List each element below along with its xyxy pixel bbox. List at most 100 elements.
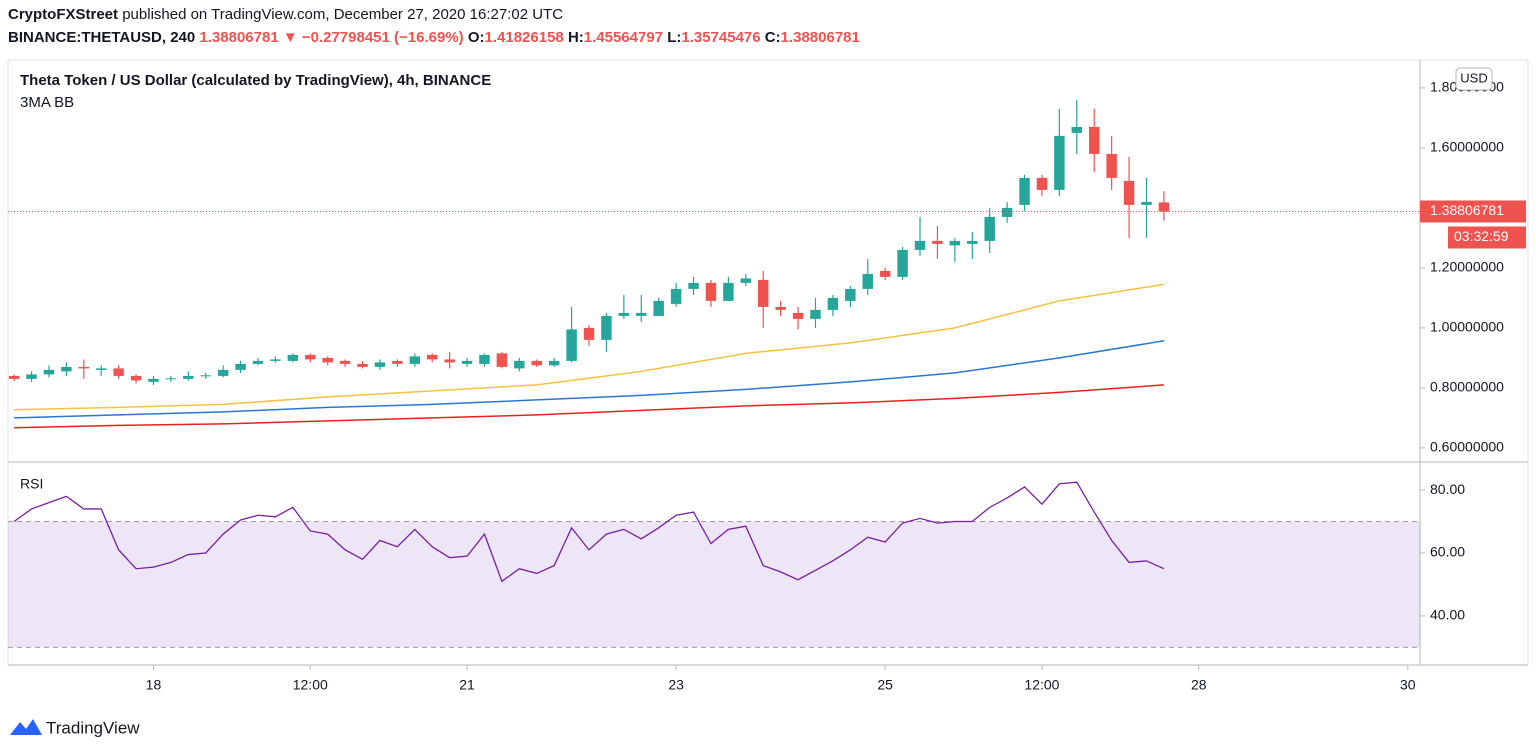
candle-body xyxy=(897,249,908,277)
y-tick-label: 0.60000000 xyxy=(1430,439,1504,455)
countdown-box xyxy=(1448,226,1526,249)
x-tick-label: 21 xyxy=(459,677,475,693)
candle-body xyxy=(322,357,333,363)
candle-body xyxy=(95,368,107,370)
logo: TradingView xyxy=(10,718,140,737)
candle-body xyxy=(1106,153,1117,178)
candle-body xyxy=(287,354,299,361)
candle-body xyxy=(1019,177,1030,205)
candle-body xyxy=(409,356,421,364)
last-price-box xyxy=(1420,200,1526,223)
last-price-label: 1.38806781 xyxy=(1430,202,1504,218)
candle-body xyxy=(183,375,194,379)
y-tick-label: 40.00 xyxy=(1430,607,1465,623)
y-tick-label: 80.00 xyxy=(1430,481,1465,497)
candle-body xyxy=(688,282,699,289)
published: published on TradingView.com, December 2… xyxy=(122,6,564,23)
candle-body xyxy=(967,240,978,244)
candle-body xyxy=(148,378,159,382)
symbol: BINANCE:THETAUSD, 240 xyxy=(8,29,196,46)
candle-body xyxy=(949,240,961,246)
candle-body xyxy=(792,312,804,319)
brand: TradingView xyxy=(46,718,140,737)
countdown: 03:32:59 xyxy=(1454,228,1509,244)
moving-average xyxy=(14,283,1165,411)
ohlc-value: 1.38806781 xyxy=(780,29,860,46)
rsi-line xyxy=(13,481,1165,583)
candle-body xyxy=(305,354,316,360)
candle-body xyxy=(740,278,752,283)
candle-body xyxy=(583,327,595,340)
candle-body xyxy=(270,359,281,361)
candle-body xyxy=(200,375,211,377)
candle-body xyxy=(426,354,438,360)
logo-icon xyxy=(10,719,42,735)
candle-body xyxy=(374,362,386,367)
ohlc-label: C: xyxy=(764,29,781,46)
candle-body xyxy=(1141,201,1152,205)
candle-body xyxy=(601,315,612,340)
candle-body xyxy=(357,363,368,367)
candle-body xyxy=(1088,126,1100,154)
candle-body xyxy=(618,312,630,316)
currency: USD xyxy=(1460,70,1487,85)
candle-body xyxy=(827,297,839,310)
y-tick-label: 0.80000000 xyxy=(1430,379,1504,395)
ohlc-label: H: xyxy=(567,29,584,46)
candle-body xyxy=(775,306,786,310)
candle-body xyxy=(444,359,455,363)
candle-body xyxy=(130,375,142,381)
change: ▼ −0.27798451 (−16.69%) xyxy=(282,29,464,46)
candle-body xyxy=(723,282,734,301)
candle-body xyxy=(862,273,873,289)
candle-body xyxy=(461,360,473,364)
candle-body xyxy=(8,375,20,379)
candle-body xyxy=(61,366,72,372)
ohlc-label: O: xyxy=(467,29,485,46)
moving-average xyxy=(14,384,1164,429)
candle-body xyxy=(914,240,926,250)
chart-title: Theta Token / US Dollar (calculated by T… xyxy=(20,72,491,89)
ohlc-value: 1.41826158 xyxy=(484,29,564,46)
candle-body xyxy=(670,288,682,304)
x-tick-label: 28 xyxy=(1191,677,1207,693)
x-tick-label: 23 xyxy=(668,677,684,693)
currency-badge xyxy=(1455,67,1493,91)
candle-body xyxy=(1054,135,1065,190)
ohlc-label: L: xyxy=(667,29,682,46)
candle-body xyxy=(78,366,90,369)
candle-body xyxy=(984,216,995,241)
candle-body xyxy=(845,288,856,301)
candle-body xyxy=(531,360,542,366)
candle-body xyxy=(235,363,246,370)
candle-body xyxy=(479,354,490,364)
candle-body xyxy=(26,374,37,379)
y-tick-label: 1.60000000 xyxy=(1430,139,1504,155)
candle-body xyxy=(1036,177,1048,190)
y-tick-label: 1.20000000 xyxy=(1430,259,1504,275)
candle-body xyxy=(810,309,821,319)
x-tick-label: 30 xyxy=(1400,677,1416,693)
indicator-label: RSI xyxy=(20,476,43,492)
candle-body xyxy=(757,279,769,307)
candle-body xyxy=(932,240,943,244)
x-tick-label: 12:00 xyxy=(293,677,328,693)
candle-body xyxy=(252,360,264,364)
moving-average xyxy=(14,340,1165,419)
band-fill xyxy=(8,521,1420,648)
candle-body xyxy=(566,329,577,361)
ohlc-value: 1.35745476 xyxy=(681,29,761,46)
y-tick-label: 1.00000000 xyxy=(1430,319,1504,335)
header-line: CryptoFXStreet published on TradingView.… xyxy=(8,6,563,23)
candle-body xyxy=(165,378,177,380)
candle-body xyxy=(548,360,560,366)
x-tick-label: 25 xyxy=(877,677,893,693)
candle-body xyxy=(636,312,647,316)
candle-body xyxy=(879,270,891,277)
header-line: BINANCE:THETAUSD, 240 1.38806781 ▼ −0.27… xyxy=(8,29,860,46)
candle-body xyxy=(496,353,508,367)
ohlc-value: 1.45564797 xyxy=(583,29,664,46)
candle-body xyxy=(1001,207,1013,217)
